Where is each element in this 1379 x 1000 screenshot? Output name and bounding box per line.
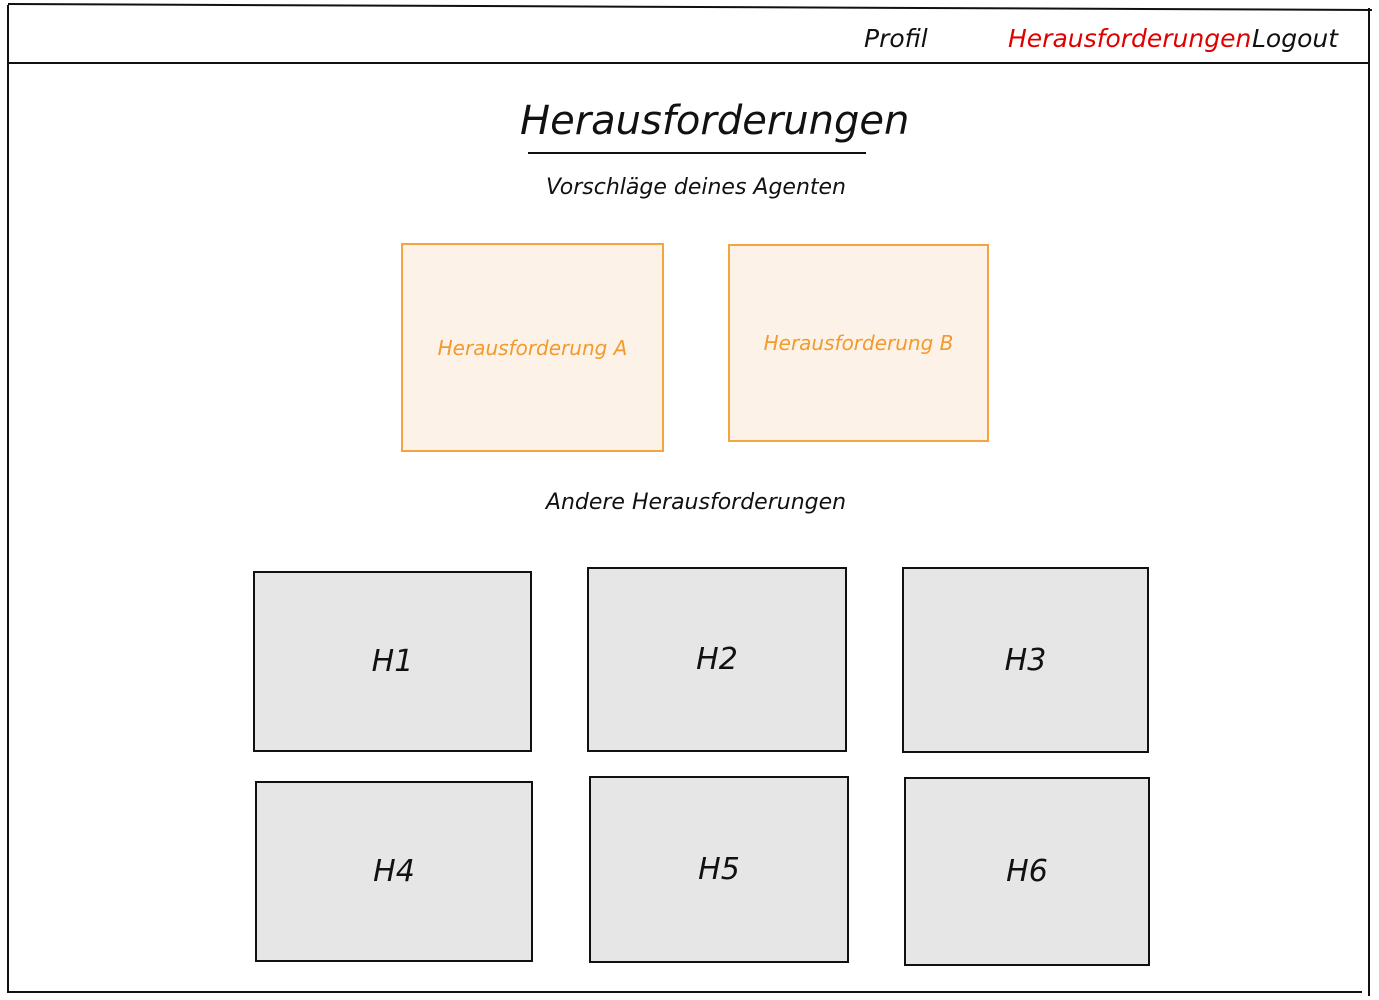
challenge-card-label: H4 [373,854,415,889]
challenge-card-label: H2 [696,642,738,677]
challenge-card-h2[interactable]: H2 [587,567,847,752]
challenge-card-h4[interactable]: H4 [255,781,533,962]
suggestion-card-label: Herausforderung A [437,335,628,360]
challenge-card-label: H5 [698,852,740,887]
challenge-card-label: H6 [1006,854,1048,889]
top-navigation: Profil Herausforderungen Logout [840,14,1360,58]
nav-link-herausforderungen[interactable]: Herausforderungen [1008,24,1252,53]
window-right-border [1368,8,1370,996]
page-title: Herausforderungen [520,98,910,144]
window-left-border [7,5,9,993]
navbar-divider [8,62,1368,64]
nav-link-logout[interactable]: Logout [1252,24,1339,53]
suggestions-heading: Vorschläge deines Agenten [546,175,846,200]
nav-link-profil[interactable]: Profil [864,24,928,53]
others-heading: Andere Herausforderungen [545,490,847,515]
challenge-card-h5[interactable]: H5 [589,776,849,963]
window-bottom-border [8,991,1362,993]
window-top-border [7,3,1372,11]
suggestion-card-label: Herausforderung B [763,331,954,355]
suggestion-card-a[interactable]: Herausforderung A [401,243,664,452]
suggestion-card-b[interactable]: Herausforderung B [728,244,989,442]
challenge-card-h1[interactable]: H1 [253,571,532,752]
challenge-card-label: H1 [371,644,414,679]
challenge-card-h3[interactable]: H3 [902,567,1149,753]
challenge-card-h6[interactable]: H6 [904,777,1150,966]
page-title-underline [528,152,866,154]
challenge-card-label: H3 [1004,642,1047,678]
